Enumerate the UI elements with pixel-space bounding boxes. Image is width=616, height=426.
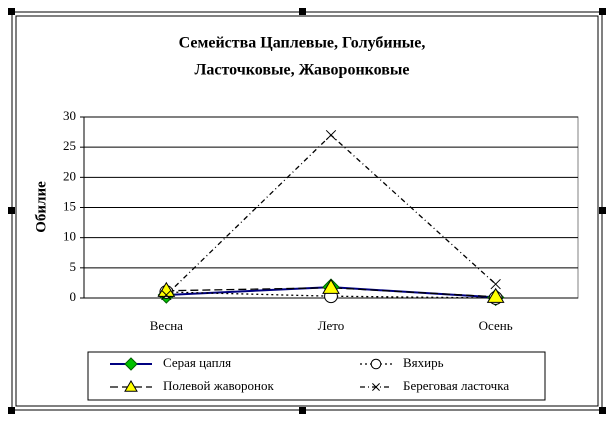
legend-label: Береговая ласточка [403,378,509,393]
selection-handles [8,8,606,414]
series-line [166,287,496,298]
x-tick-label: Весна [150,318,183,333]
marker [490,278,501,290]
y-tick-label: 20 [63,168,76,183]
marker [486,287,505,303]
marker [325,129,337,141]
x-tick-label: Осень [479,318,513,333]
legend-marker [124,357,138,371]
legend-label: Серая цапля [163,355,231,370]
marker [157,281,176,297]
y-axis-title: Обилие [33,181,49,233]
y-tick-label: 25 [63,138,76,153]
y-tick-label: 0 [70,289,77,304]
chart-frame [11,11,603,411]
y-tick-label: 30 [63,108,76,123]
y-tick-label: 5 [70,259,77,274]
y-tick-label: 10 [63,229,76,244]
chart-title: Ласточковые, Жаворонковые [194,62,409,79]
marker [161,289,172,301]
legend-label: Полевой жаворонок [163,378,274,393]
x-tick-label: Лето [318,318,345,333]
y-tick-label: 15 [63,198,76,213]
marker [322,278,340,294]
legend-marker [372,383,380,391]
legend-marker [124,380,138,392]
legend-marker [370,358,382,370]
legend-label: Вяхирь [403,355,444,370]
chart-area-border [15,15,599,407]
chart-title: Семейства Цаплевые, Голубиные, [179,35,426,52]
legend [87,351,546,401]
